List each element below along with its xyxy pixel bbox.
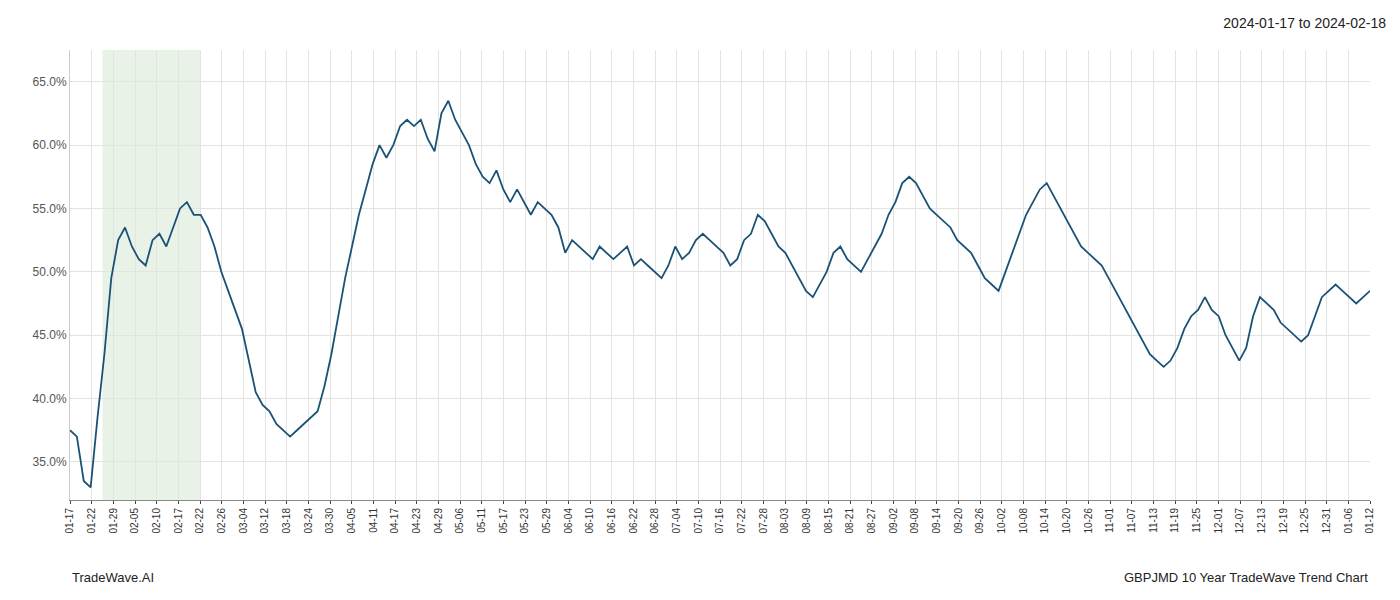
svg-text:03-04: 03-04 bbox=[238, 508, 249, 534]
svg-text:01-06: 01-06 bbox=[1343, 508, 1354, 534]
svg-text:05-17: 05-17 bbox=[498, 508, 509, 534]
svg-text:06-04: 06-04 bbox=[563, 508, 574, 534]
svg-text:01-12: 01-12 bbox=[1364, 508, 1375, 534]
svg-text:05-06: 05-06 bbox=[454, 508, 465, 534]
svg-text:GBPJMD 10 Year TradeWave Trend: GBPJMD 10 Year TradeWave Trend Chart bbox=[1124, 570, 1368, 585]
svg-text:03-30: 03-30 bbox=[324, 508, 335, 534]
svg-text:07-22: 07-22 bbox=[736, 508, 747, 534]
svg-text:04-05: 04-05 bbox=[346, 508, 357, 534]
svg-text:2024-01-17 to 2024-02-18: 2024-01-17 to 2024-02-18 bbox=[1223, 15, 1386, 31]
svg-text:01-17: 01-17 bbox=[64, 508, 75, 534]
svg-text:35.0%: 35.0% bbox=[33, 455, 67, 469]
svg-text:02-26: 02-26 bbox=[216, 508, 227, 534]
svg-text:02-05: 02-05 bbox=[129, 508, 140, 534]
svg-text:09-14: 09-14 bbox=[931, 508, 942, 534]
svg-text:50.0%: 50.0% bbox=[33, 265, 67, 279]
svg-text:02-22: 02-22 bbox=[194, 508, 205, 534]
svg-text:11-13: 11-13 bbox=[1148, 508, 1159, 533]
svg-text:05-29: 05-29 bbox=[541, 508, 552, 534]
svg-text:10-08: 10-08 bbox=[1018, 508, 1029, 534]
svg-text:12-01: 12-01 bbox=[1213, 508, 1224, 534]
svg-text:09-02: 09-02 bbox=[888, 508, 899, 534]
svg-text:08-15: 08-15 bbox=[823, 508, 834, 534]
svg-text:03-12: 03-12 bbox=[259, 508, 270, 534]
svg-text:02-10: 02-10 bbox=[151, 508, 162, 534]
svg-text:11-01: 11-01 bbox=[1104, 508, 1115, 533]
svg-text:04-17: 04-17 bbox=[389, 508, 400, 534]
svg-text:10-14: 10-14 bbox=[1039, 508, 1050, 534]
svg-text:07-28: 07-28 bbox=[758, 508, 769, 534]
svg-text:08-21: 08-21 bbox=[844, 508, 855, 534]
svg-text:09-08: 09-08 bbox=[909, 508, 920, 534]
svg-text:09-26: 09-26 bbox=[974, 508, 985, 534]
svg-text:08-27: 08-27 bbox=[866, 508, 877, 534]
svg-text:12-13: 12-13 bbox=[1256, 508, 1267, 534]
svg-text:01-29: 01-29 bbox=[108, 508, 119, 534]
svg-text:02-17: 02-17 bbox=[173, 508, 184, 534]
svg-text:12-07: 12-07 bbox=[1234, 508, 1245, 534]
svg-text:12-31: 12-31 bbox=[1321, 508, 1332, 534]
svg-text:03-24: 03-24 bbox=[303, 508, 314, 534]
svg-text:07-16: 07-16 bbox=[714, 508, 725, 534]
svg-text:06-22: 06-22 bbox=[628, 508, 639, 534]
svg-text:04-11: 04-11 bbox=[368, 508, 379, 533]
svg-text:12-19: 12-19 bbox=[1278, 508, 1289, 534]
svg-text:09-20: 09-20 bbox=[953, 508, 964, 534]
svg-text:45.0%: 45.0% bbox=[33, 328, 67, 342]
svg-text:04-23: 04-23 bbox=[411, 508, 422, 534]
svg-text:08-03: 08-03 bbox=[779, 508, 790, 534]
svg-text:10-02: 10-02 bbox=[996, 508, 1007, 534]
svg-text:55.0%: 55.0% bbox=[33, 202, 67, 216]
svg-text:12-25: 12-25 bbox=[1299, 508, 1310, 534]
svg-text:07-04: 07-04 bbox=[671, 508, 682, 534]
svg-text:01-22: 01-22 bbox=[86, 508, 97, 534]
svg-text:11-25: 11-25 bbox=[1191, 508, 1202, 533]
svg-text:03-18: 03-18 bbox=[281, 508, 292, 534]
svg-text:10-20: 10-20 bbox=[1061, 508, 1072, 534]
svg-text:08-09: 08-09 bbox=[801, 508, 812, 534]
svg-text:06-16: 06-16 bbox=[606, 508, 617, 534]
svg-text:04-29: 04-29 bbox=[433, 508, 444, 534]
svg-text:06-28: 06-28 bbox=[649, 508, 660, 534]
svg-text:05-11: 05-11 bbox=[476, 508, 487, 533]
svg-text:07-10: 07-10 bbox=[693, 508, 704, 534]
svg-text:06-10: 06-10 bbox=[584, 508, 595, 534]
svg-text:11-19: 11-19 bbox=[1169, 508, 1180, 533]
svg-text:05-23: 05-23 bbox=[519, 508, 530, 534]
svg-text:60.0%: 60.0% bbox=[33, 138, 67, 152]
svg-text:11-07: 11-07 bbox=[1126, 508, 1137, 533]
svg-text:40.0%: 40.0% bbox=[33, 392, 67, 406]
svg-text:TradeWave.AI: TradeWave.AI bbox=[72, 570, 154, 585]
svg-text:10-26: 10-26 bbox=[1083, 508, 1094, 534]
svg-text:65.0%: 65.0% bbox=[33, 75, 67, 89]
